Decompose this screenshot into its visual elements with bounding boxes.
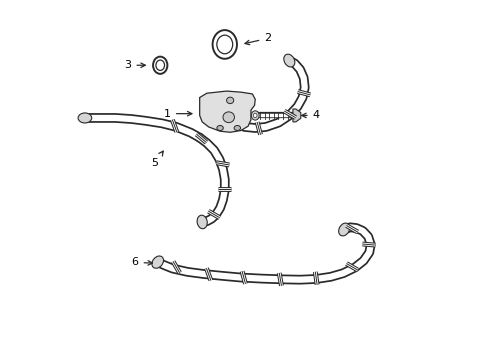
Ellipse shape (153, 57, 167, 74)
Ellipse shape (223, 112, 234, 123)
Ellipse shape (338, 223, 349, 236)
Ellipse shape (78, 113, 92, 123)
Ellipse shape (152, 256, 163, 268)
Ellipse shape (212, 30, 237, 59)
Text: 6: 6 (131, 257, 152, 267)
Ellipse shape (216, 35, 232, 54)
Polygon shape (199, 91, 255, 132)
Ellipse shape (226, 97, 233, 104)
Text: 5: 5 (151, 151, 163, 168)
Ellipse shape (283, 54, 294, 67)
Ellipse shape (253, 113, 257, 118)
Text: 1: 1 (163, 109, 191, 119)
Text: 4: 4 (301, 111, 319, 121)
Ellipse shape (197, 215, 207, 229)
Ellipse shape (251, 111, 259, 120)
Text: 2: 2 (244, 33, 271, 45)
Ellipse shape (217, 126, 223, 131)
Text: 3: 3 (124, 60, 145, 70)
Ellipse shape (234, 126, 240, 131)
Polygon shape (292, 109, 300, 122)
Ellipse shape (156, 60, 164, 71)
